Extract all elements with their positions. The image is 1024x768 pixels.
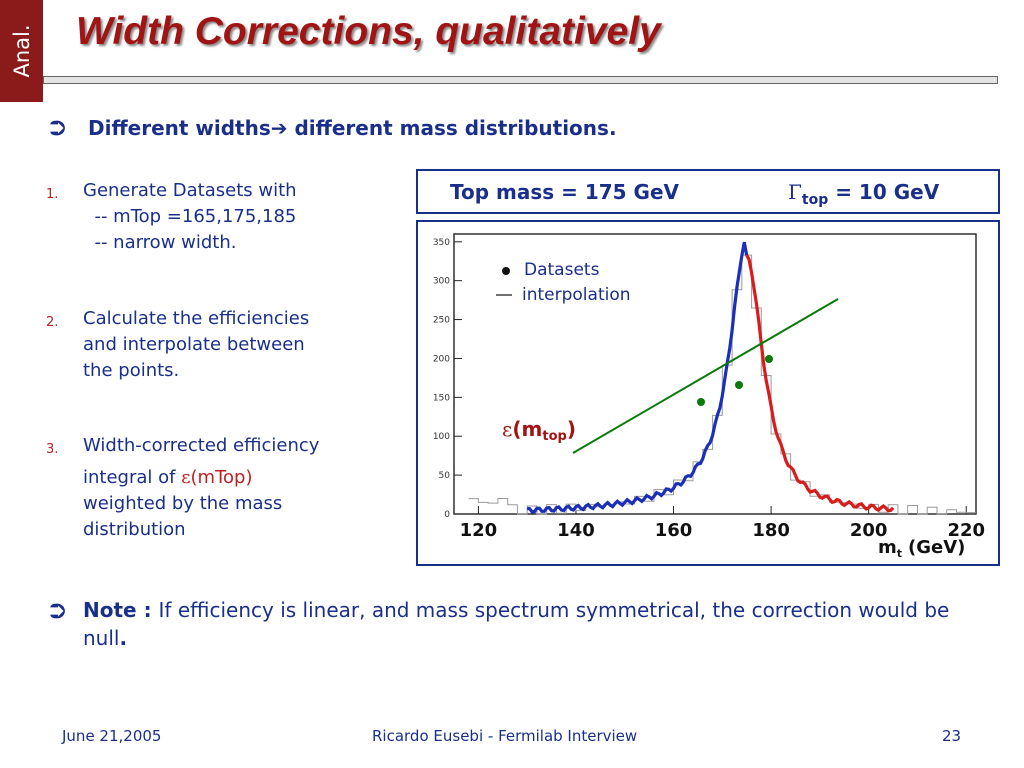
y-tick-label: 150 [433,393,450,403]
item-line: Width-corrected efficiency [83,435,320,456]
gamma-subscript: top [801,192,829,208]
x-tick-label: 200 [850,520,888,541]
x-axis-unit: (GeV) [908,537,965,558]
x-axis-sub: t [897,547,902,560]
page-number: 23 [942,727,962,745]
y-tick-label: 100 [433,432,450,442]
item-line: integral of ε(mTop) [83,465,319,491]
footer-title: Ricardo Eusebi - Fermilab Interview [372,727,638,745]
gamma-symbol: Γ [788,180,802,204]
epsilon-label-open: (m [512,417,542,441]
plot-svg: 0 50 100 150 200 250 300 350 120 140 160 180 200 220… [433,233,985,560]
section-tab: Anal. [0,0,43,102]
width-value: = 10 GeV [828,180,940,204]
item-text: integral of [83,467,182,488]
mass-distribution-plot: 0 50 100 150 200 250 300 350 120 140 160 180 200 220… [416,220,1000,566]
epsilon-symbol: ε [181,467,191,488]
x-tick-label: 140 [557,520,595,541]
slide-title: Width Corrections, qualitatively [76,10,661,53]
legend-datasets: Datasets [524,260,600,280]
item-line: and interpolate between [83,334,305,355]
lead-text-1: Different widths [88,116,271,140]
top-mass-label: Top mass = 175 GeV [450,180,680,204]
epsilon-label-sub: top [542,429,566,444]
y-tick-label: 300 [433,277,450,287]
efficiency-interpolation-line [572,298,839,454]
x-tick-label: 220 [947,520,985,541]
epsilon-label-close: ) [567,417,576,441]
y-ticks: 0 50 100 150 200 250 300 350 [433,238,462,520]
note-label: Note : [83,598,159,622]
efficiency-point [765,355,773,363]
item-text: (mTop) [190,467,253,488]
note-end: . [119,626,128,650]
section-tab-label: Anal. [9,24,34,78]
item-line: weighted by the mass [83,493,283,514]
y-tick-label: 350 [433,238,450,248]
parameters-box: Top mass = 175 GeV Γtop = 10 GeV [416,169,1000,214]
item-line: -- narrow width. [83,232,237,253]
x-tick-label: 180 [752,520,790,541]
list-number: 3. [46,442,59,457]
y-tick-label: 0 [444,510,450,520]
efficiency-point [697,398,705,406]
plot-axes-frame [453,233,977,515]
title-divider [43,76,998,84]
note-text: If efficiency is linear, and mass spectr… [83,598,950,650]
y-tick-label: 200 [433,354,450,364]
list-number: 1. [46,187,59,202]
x-axis-symbol: m [878,537,897,558]
lead-bullet: Different widths➔ different mass distrib… [88,116,617,140]
lead-text-2: different mass distributions. [287,116,617,140]
legend-interpolation: interpolation [522,285,631,305]
item-line: Calculate the efficiencies [83,308,310,329]
datasets-legend-marker [502,267,510,275]
red-fit-curve [745,254,895,513]
epsilon-symbol: ε [502,417,512,441]
footer-date: June 21,2005 [62,727,162,745]
note-paragraph: Note : If efficiency is linear, and mass… [83,596,963,652]
x-tick-label: 160 [655,520,693,541]
blue-fit-curve [527,241,749,514]
x-ticks: 120 140 160 180 200 220 [460,506,985,541]
item-line: -- mTop =165,175,185 [83,206,297,227]
circle-arrow-bullet-icon: ⮊ [50,116,66,140]
right-arrow-icon: ➔ [270,116,288,140]
y-tick-label: 50 [439,471,451,481]
x-axis-label: mt (GeV) [878,537,965,560]
efficiency-point [735,381,743,389]
item-line: Generate Datasets with [83,180,297,201]
item-line: distribution [83,519,186,540]
y-tick-label: 250 [433,316,450,326]
epsilon-label: ε(mtop) [502,417,576,444]
x-tick-label: 120 [460,520,498,541]
width-label: Γtop = 10 GeV [788,180,939,208]
list-number: 2. [46,315,59,330]
circle-arrow-bullet-icon: ⮊ [50,599,66,623]
item-line: the points. [83,360,180,381]
